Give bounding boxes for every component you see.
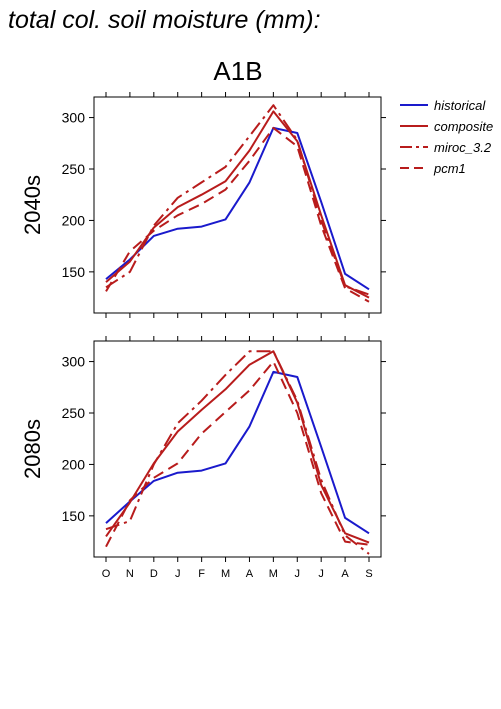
- legend-label: composite: [434, 119, 493, 134]
- x-tick-label: M: [221, 568, 230, 580]
- scenario-title: A1B: [213, 56, 262, 86]
- figure-title: total col. soil moisture (mm):: [8, 6, 321, 34]
- x-tick-label: N: [126, 568, 134, 580]
- series-line-composite: [105, 110, 370, 299]
- series-line-historical: [105, 126, 370, 291]
- y-tick-label: 200: [62, 212, 86, 228]
- plot-frame: [93, 96, 382, 314]
- x-tick-label: S: [365, 568, 372, 580]
- plot-frame: [93, 340, 382, 558]
- legend: historical composite miroc_3.2 pcm1: [400, 98, 493, 176]
- series-line-miroc-3-2: [105, 350, 370, 555]
- y-tick-label: 150: [62, 264, 86, 280]
- legend-label: pcm1: [433, 161, 466, 176]
- y-tick-label: 200: [62, 456, 86, 472]
- y-tick-label: 150: [62, 508, 86, 524]
- x-tick-label: D: [150, 568, 158, 580]
- x-tick-label: A: [341, 568, 349, 580]
- x-tick-label: J: [175, 568, 181, 580]
- x-tick-label: A: [246, 568, 254, 580]
- x-tick-label: J: [295, 568, 301, 580]
- x-tick-label: J: [318, 568, 324, 580]
- series-line-miroc-3-2: [105, 104, 370, 296]
- legend-label: miroc_3.2: [434, 140, 492, 155]
- y-tick-label: 300: [62, 110, 86, 126]
- panel-2080s: 150 200 250 300 O N D J F M A M J J A S 2080s: [20, 336, 386, 580]
- y-tick-label: 250: [62, 161, 86, 177]
- x-tick-label: M: [269, 568, 278, 580]
- period-label: 2080s: [20, 419, 45, 479]
- series-line-historical: [105, 370, 370, 535]
- series-line-pcm1: [105, 360, 370, 548]
- x-tick-label: F: [198, 568, 205, 580]
- legend-label: historical: [434, 98, 486, 113]
- y-tick-label: 300: [62, 354, 86, 370]
- period-label: 2040s: [20, 175, 45, 235]
- series-line-pcm1: [105, 126, 370, 303]
- panel-2040s: 150 200 250 300 2040s: [20, 92, 386, 318]
- y-tick-label: 250: [62, 405, 86, 421]
- x-tick-label: O: [102, 568, 111, 580]
- series-line-composite: [105, 350, 370, 544]
